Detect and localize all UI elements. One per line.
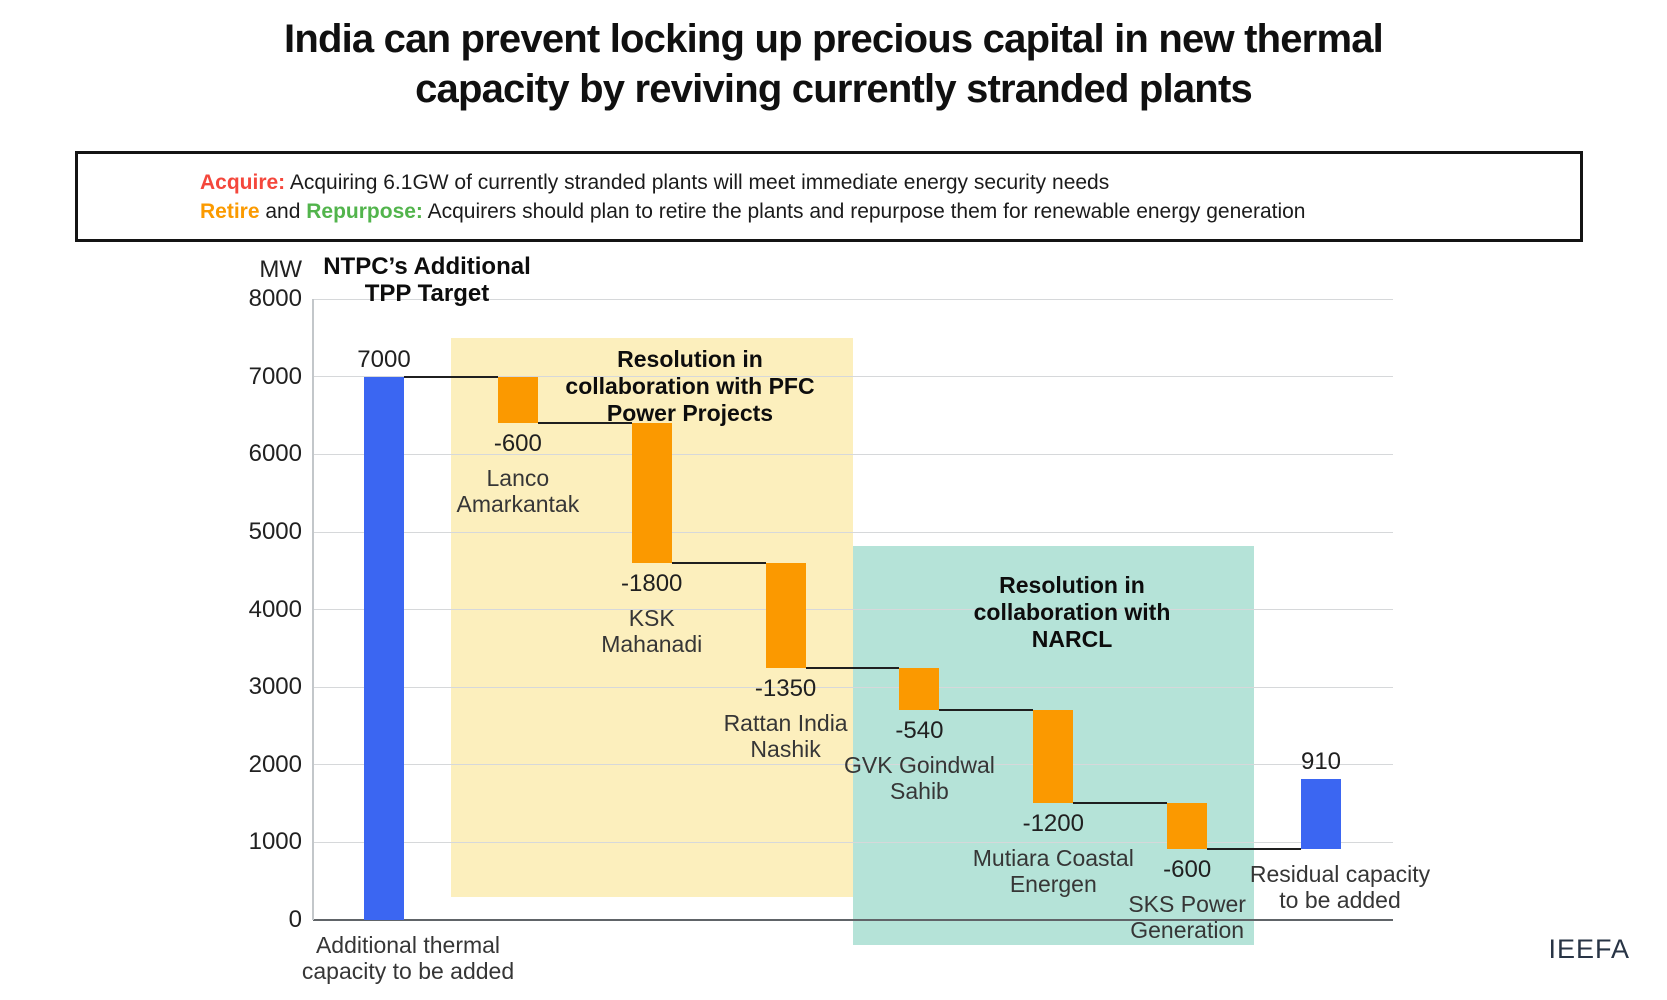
connector-line-residual-capacity	[1207, 848, 1302, 851]
connector-line-gvk-goindwal-sahib	[805, 666, 900, 669]
callout-text: Acquiring 6.1GW of currently stranded pl…	[285, 170, 1110, 194]
gridline-2000	[313, 764, 1393, 766]
gridline-6000	[313, 453, 1393, 455]
connector-line-mutiara-coastal-energen	[939, 708, 1034, 711]
bar-label-line: Mutiara Coastal	[972, 844, 1134, 871]
bar-label-line: Amarkantak	[456, 491, 580, 518]
bar-label-line: Generation	[1130, 917, 1245, 944]
callout-line: Acquire: Acquiring 6.1GW of currently st…	[200, 168, 1580, 197]
bar-lanco-amarkantak	[497, 376, 538, 424]
page-title-line-2: capacity by reviving currently stranded …	[415, 67, 1253, 111]
bar-label-line: KSK	[628, 605, 675, 632]
bar-label-line: Mahanadi	[601, 631, 703, 658]
region-label-line: collaboration with PFC	[565, 373, 815, 399]
y-tick-label-5000: 5000	[248, 518, 302, 545]
y-tick-label-4000: 4000	[248, 595, 302, 623]
region-label-line: Resolution in	[617, 346, 763, 372]
bar-additional-thermal-capacity	[364, 376, 404, 920]
y-tick-label-1000: 1000	[248, 828, 302, 856]
value-label-gvk-goindwal-sahib: -540	[895, 716, 944, 744]
region-label-line: NARCL	[1031, 626, 1113, 652]
value-label-mutiara-coastal-energen: -1200	[1022, 809, 1084, 837]
connector-line-ksk-mahanadi	[537, 422, 632, 425]
bar-label-line: Sahib	[890, 777, 949, 804]
bar-label-line: Residual capacity	[1249, 861, 1431, 888]
region-label-pfc: Resolution in collaboration with PFC Power…	[510, 346, 870, 427]
bar-label-additional-thermal-capacity: Additional thermal capacity to be added	[288, 932, 528, 984]
bar-label-lanco-amarkantak: Lanco Amarkantak	[398, 465, 638, 517]
callout-keyword: Retire	[200, 199, 260, 223]
connector-line-sks-power-generation	[1073, 801, 1168, 804]
bar-label-gvk-goindwal-sahib: GVK Goindwal Sahib	[799, 752, 1039, 804]
y-tick-label-2000: 2000	[248, 750, 302, 778]
bar-label-mutiara-coastal-energen: Mutiara Coastal Energen	[933, 845, 1173, 897]
region-label-line: Resolution in	[999, 572, 1145, 598]
region-label-narcl: Resolution in collaboration with NARCL	[892, 572, 1252, 653]
bar-label-rattan-india-nashik: Rattan India Nashik	[666, 710, 906, 762]
bar-label-line: Rattan India	[723, 709, 848, 736]
y-tick-label-3000: 3000	[248, 673, 302, 701]
bar-label-ksk-mahanadi: KSK Mahanadi	[532, 605, 772, 657]
gridline-5000	[313, 531, 1393, 533]
value-label-additional-thermal-capacity: 7000	[357, 345, 411, 373]
bar-sks-power-generation	[1167, 802, 1208, 850]
key-message-box: Acquire: Acquiring 6.1GW of currently st…	[75, 151, 1583, 242]
bar-label-line: Additional thermal	[315, 932, 501, 958]
page-title: India can prevent locking up precious ca…	[0, 14, 1667, 114]
value-label-sks-power-generation: -600	[1163, 856, 1212, 884]
value-label-lanco-amarkantak: -600	[493, 430, 542, 458]
callout-text: Acquirers should plan to retire the plan…	[422, 199, 1306, 223]
brand-ieefa: IEEFA	[1548, 934, 1630, 964]
bar-label-line: Nashik	[750, 735, 821, 762]
value-label-rattan-india-nashik: -1350	[754, 674, 817, 702]
first-bar-header: NTPC’s Additional TPP Target	[267, 253, 587, 307]
bar-label-line: Energen	[1009, 870, 1097, 897]
value-label-ksk-mahanadi: -1800	[621, 570, 683, 598]
page-title-line-1: India can prevent locking up precious ca…	[284, 17, 1384, 61]
bar-gvk-goindwal-sahib	[899, 667, 940, 710]
bar-label-line: capacity to be added	[301, 958, 515, 984]
bar-mutiara-coastal-energen	[1033, 709, 1074, 803]
gridline-8000	[313, 298, 1393, 300]
x-axis-baseline	[313, 919, 1393, 921]
gridline-3000	[313, 686, 1393, 688]
y-tick-label-8000: 8000	[248, 285, 302, 313]
bar-residual-capacity	[1301, 778, 1342, 850]
y-axis-line	[312, 299, 314, 920]
bar-label-line: GVK Goindwal	[844, 751, 995, 778]
value-label-residual-capacity: 910	[1300, 747, 1342, 775]
bar-label-residual-capacity: Residual capacity to be added	[1220, 861, 1460, 913]
y-tick-label-6000: 6000	[248, 440, 302, 468]
region-label-line: collaboration with	[973, 599, 1171, 625]
bar-label-sks-power-generation: SKS Power Generation	[1067, 891, 1307, 943]
connector-line-rattan-india-nashik	[671, 562, 766, 565]
callout-keyword: Repurpose:	[306, 199, 423, 223]
y-axis-unit-label: MW	[259, 256, 302, 283]
y-tick-label-7000: 7000	[248, 362, 302, 390]
gridline-4000	[313, 609, 1393, 611]
gridline-7000	[313, 376, 1393, 378]
y-tick-label-0: 0	[288, 906, 302, 933]
first-bar-header-line: NTPC’s Additional	[323, 253, 531, 280]
callout-keyword: Acquire:	[200, 170, 286, 194]
bar-rattan-india-nashik	[765, 563, 806, 668]
connector-line-lanco-amarkantak	[404, 375, 498, 378]
first-bar-header-line: TPP Target	[364, 280, 490, 307]
bar-label-line: to be added	[1279, 887, 1401, 914]
waterfall-chart: 0 1000 2000 3000 4000 5000 6000 7000 8000 MW NTPC’…	[0, 242, 1667, 984]
callout-text: and	[259, 199, 307, 223]
callout-line: Retire and Repurpose: Acquirers should p…	[200, 197, 1580, 226]
bar-ksk-mahanadi	[631, 423, 672, 564]
bar-label-line: Lanco	[486, 465, 550, 492]
region-label-line: Power Projects	[606, 400, 774, 426]
gridline-1000	[313, 841, 1393, 843]
bar-label-line: SKS Power	[1128, 891, 1246, 918]
